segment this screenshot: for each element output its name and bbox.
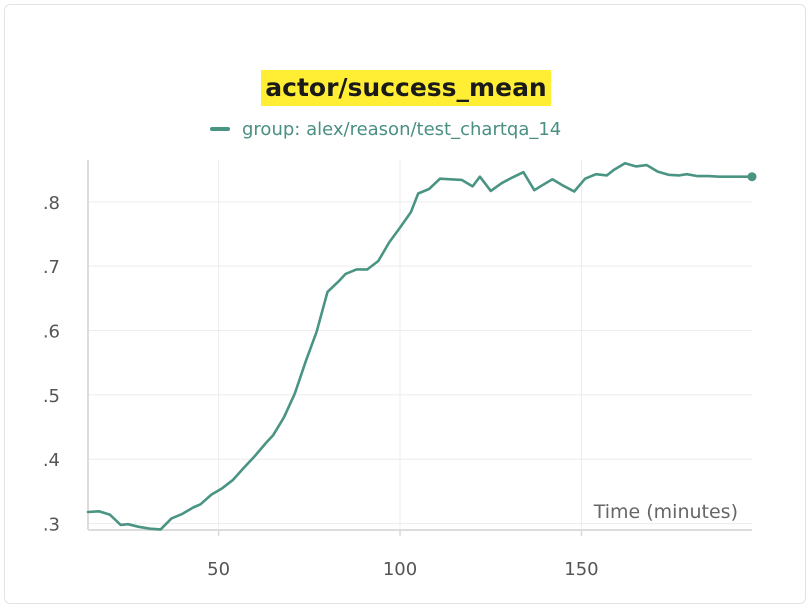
y-tick-label: .5 [43,386,60,407]
series-end-point [747,172,757,182]
y-tick-label: .3 [43,515,60,536]
grid-lines [88,160,752,530]
series-layer [86,161,757,531]
x-tick-label: 50 [207,559,230,580]
tick-labels: .3 .4 .5 .6 .7 .8 50 100 150 [43,193,599,580]
chart-title: actor/success_mean [261,70,551,106]
legend-swatch-icon [210,127,230,131]
x-tick-label: 150 [564,559,598,580]
series-line [86,161,754,531]
y-tick-label: .6 [43,322,60,343]
y-tick-label: .7 [43,257,60,278]
legend-label: group: alex/reason/test_chartqa_14 [242,118,562,140]
axes [87,160,752,536]
x-tick-label: 100 [383,559,417,580]
legend[interactable]: group: alex/reason/test_chartqa_14 [210,116,561,142]
title-wrap: actor/success_mean [0,70,812,106]
y-tick-label: .4 [43,450,60,471]
x-axis-title: Time (minutes) [593,501,738,523]
y-tick-label: .8 [43,193,60,214]
